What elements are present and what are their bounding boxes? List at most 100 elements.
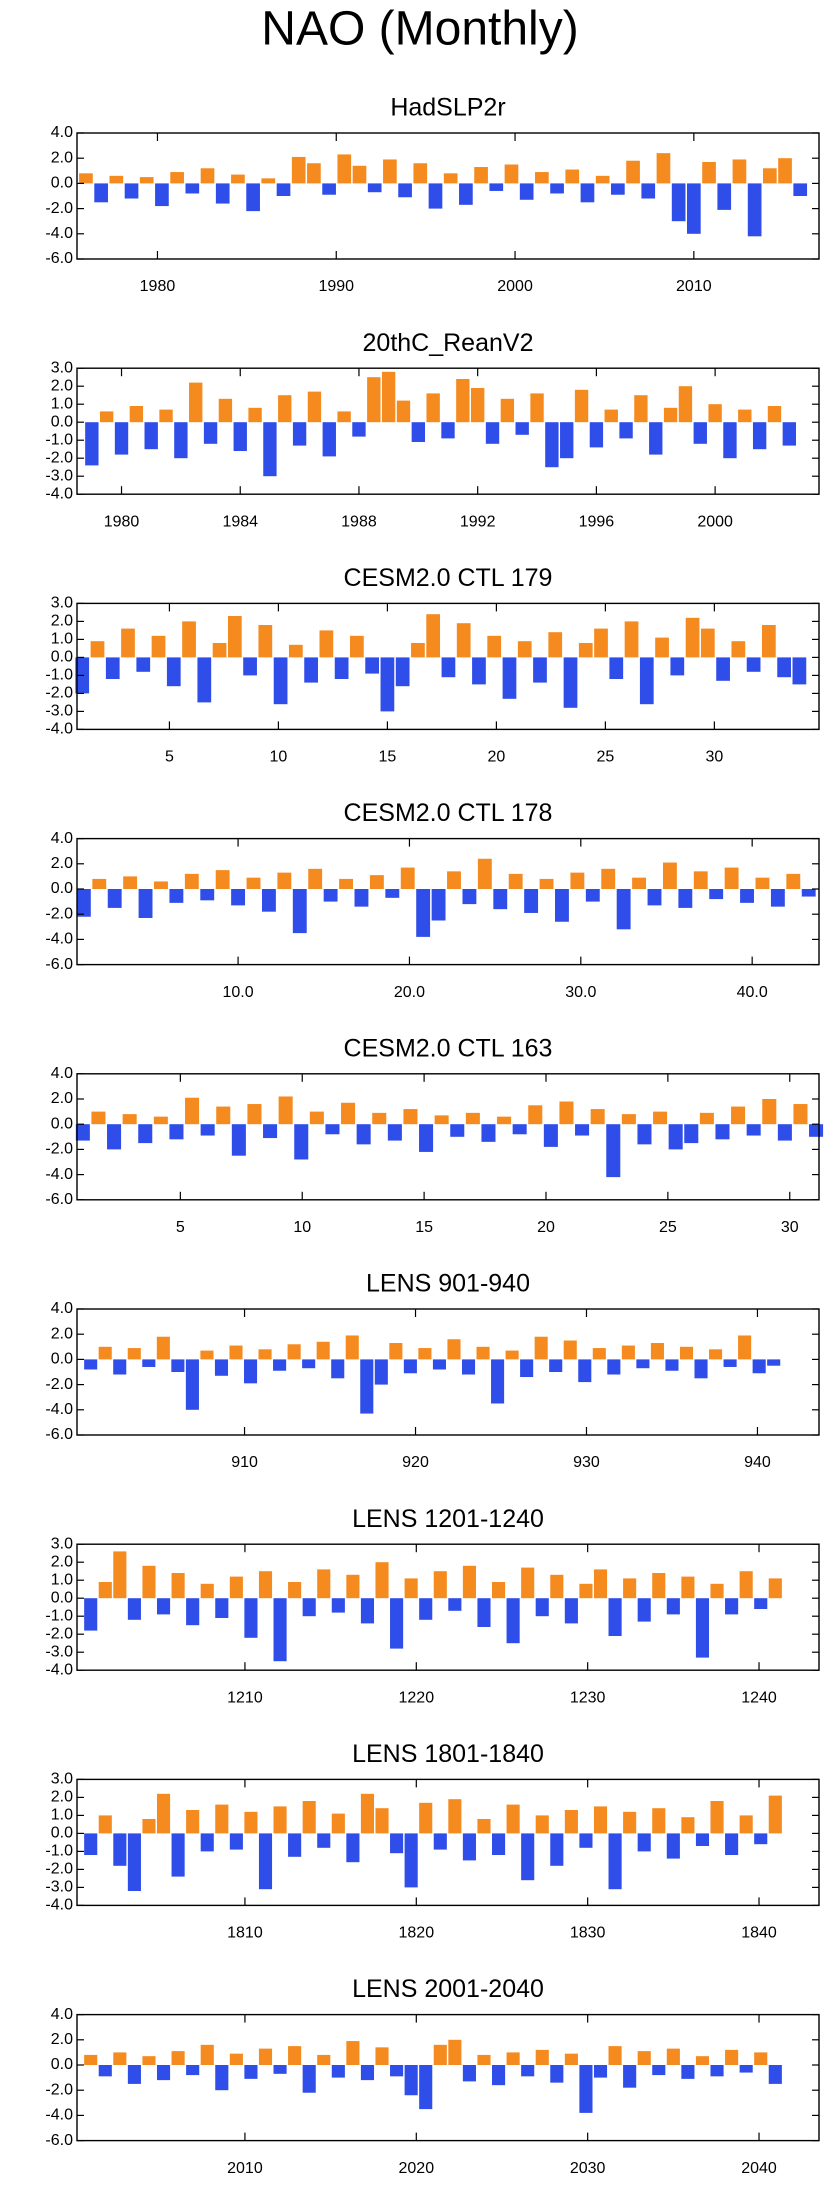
bar: [578, 1359, 592, 1383]
panel-title: CESM2.0 CTL 163: [344, 1034, 553, 1062]
y-tick-label: 2.0: [51, 1090, 73, 1107]
bar: [369, 875, 384, 889]
bar: [302, 1359, 316, 1369]
bar: [383, 159, 397, 184]
bar: [184, 873, 199, 889]
bar: [346, 1833, 360, 1863]
bar: [715, 1124, 730, 1140]
bar: [687, 183, 701, 234]
bar: [229, 1833, 243, 1850]
x-tick-label: 930: [573, 1454, 600, 1471]
bar: [500, 398, 515, 423]
bar: [215, 870, 230, 889]
bar: [792, 657, 807, 685]
bar: [740, 889, 754, 903]
bar: [419, 1124, 434, 1152]
bar: [98, 1346, 112, 1360]
y-tick-label: -4.0: [45, 721, 73, 738]
bar: [308, 868, 323, 889]
y-tick-label: -6.0: [45, 1191, 73, 1208]
y-tick-label: 3.0: [51, 1771, 73, 1788]
x-tick-label: 940: [744, 1454, 771, 1471]
y-tick-label: -1.0: [45, 1843, 73, 1860]
bar: [288, 1833, 302, 1857]
bar: [84, 1833, 98, 1855]
y-tick-label: -6.0: [45, 1426, 73, 1443]
bar: [92, 878, 107, 889]
bar: [142, 1359, 156, 1367]
bar: [725, 1598, 739, 1615]
bar: [578, 643, 593, 658]
bar: [616, 889, 631, 930]
bar: [215, 1804, 229, 1834]
bar: [127, 2065, 141, 2084]
bar: [678, 889, 693, 908]
x-tick-label: 1820: [399, 1925, 435, 1942]
bar: [662, 862, 677, 889]
x-tick-label: 920: [402, 1454, 429, 1471]
y-tick-label: -4.0: [45, 1401, 73, 1418]
bar: [650, 1343, 664, 1360]
bar: [185, 1359, 199, 1410]
y-tick-label: -3.0: [45, 703, 73, 720]
bar: [550, 1833, 564, 1866]
bar: [497, 1116, 512, 1125]
bar: [273, 1806, 287, 1834]
bar: [793, 1104, 808, 1125]
bar: [113, 2052, 127, 2065]
bar: [385, 889, 400, 898]
bar: [708, 404, 722, 423]
bar: [752, 422, 767, 450]
bar: [216, 1106, 231, 1125]
panel-title: CESM2.0 CTL 179: [344, 564, 553, 592]
bar: [652, 1573, 666, 1599]
y-tick-label: 0.0: [51, 2056, 73, 2073]
bar: [278, 395, 292, 423]
bar: [543, 1124, 558, 1147]
bar: [717, 183, 732, 210]
x-tick-label: 1210: [227, 1689, 263, 1706]
x-tick-label: 1240: [741, 1689, 777, 1706]
bar: [752, 1359, 766, 1374]
bar: [477, 1598, 491, 1627]
bar: [317, 1569, 331, 1599]
bar: [580, 183, 595, 203]
bar: [723, 1359, 737, 1367]
bar: [684, 1124, 699, 1144]
bar: [302, 1598, 316, 1617]
y-tick-label: 0.0: [51, 175, 73, 192]
bar: [515, 422, 529, 435]
panel: LENS 2001-2040 -6.0 -4.0 -2.0 0.0 2.0 4.0 2010 2…: [45, 1975, 820, 2177]
bar: [709, 1349, 723, 1360]
x-tick-label: 25: [596, 749, 614, 766]
bar: [574, 389, 589, 423]
bar: [433, 1833, 447, 1850]
bar: [563, 657, 578, 708]
bar: [699, 1112, 714, 1125]
bar: [782, 422, 796, 446]
bar: [127, 1348, 141, 1360]
x-tick-label: 2010: [676, 278, 712, 295]
bar: [739, 2065, 753, 2073]
bar: [777, 1124, 792, 1141]
bar: [611, 183, 625, 195]
bar: [419, 2065, 433, 2110]
bar: [474, 167, 488, 184]
y-tick-label: -1.0: [45, 667, 73, 684]
bar: [129, 406, 144, 423]
bar: [261, 178, 276, 184]
bar: [747, 183, 762, 237]
y-tick-label: 1.0: [51, 1807, 73, 1824]
x-tick-label: 40.0: [737, 984, 768, 1001]
bar: [767, 1359, 781, 1366]
bar: [413, 163, 428, 184]
bar: [276, 183, 291, 196]
bar: [331, 2065, 345, 2078]
bar: [85, 422, 99, 466]
bar: [304, 657, 318, 683]
plot-frame: [76, 367, 820, 495]
bar: [517, 641, 532, 658]
bar: [671, 183, 686, 222]
bar: [506, 1804, 520, 1834]
y-tick-label: 0.0: [51, 1825, 73, 1842]
